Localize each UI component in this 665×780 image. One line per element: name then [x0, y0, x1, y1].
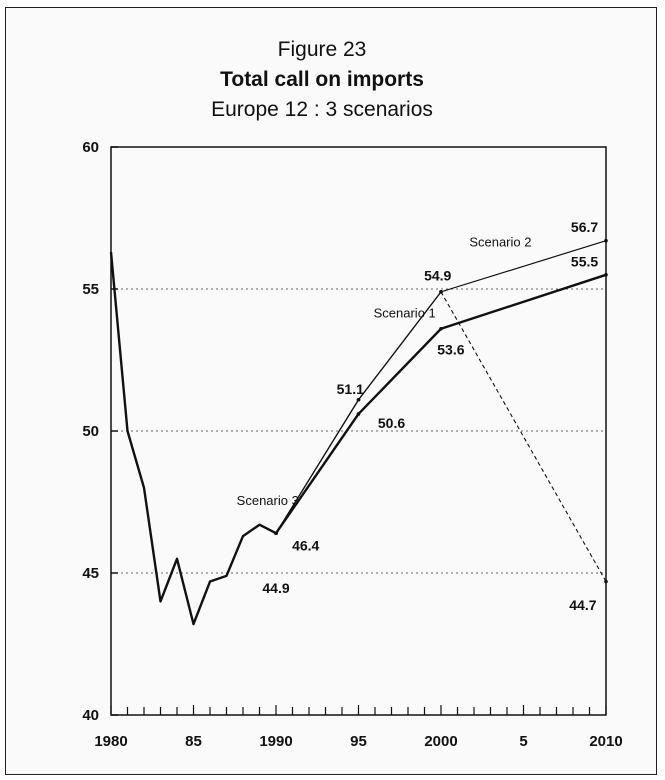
value-label-8: 55.5	[571, 253, 598, 269]
y-tick-label-60: 60	[82, 139, 99, 156]
x-tick-label-2000: 2000	[424, 733, 457, 750]
scenario-2-point-2010	[604, 238, 608, 243]
scenario-1-point-2010	[604, 579, 608, 584]
x-tick-label-2005: 5	[519, 733, 527, 750]
x-tick-label-2010: 2010	[589, 733, 622, 750]
scenario-2-line	[275, 240, 607, 534]
value-label-5: 54.9	[424, 267, 451, 283]
scenario-3-point-2010	[604, 273, 608, 277]
scenario-2-point-2000	[439, 290, 443, 294]
value-label-6: 53.6	[437, 341, 464, 357]
value-label-1: 44.9	[262, 580, 289, 596]
value-label-2: 46.4	[292, 537, 319, 553]
scenario-2-point-1995	[356, 397, 361, 402]
chart-subtitle: Europe 12 : 3 scenarios	[211, 98, 433, 121]
scenario-3-point-2000	[439, 326, 443, 331]
value-label-4: 50.6	[378, 415, 405, 431]
x-tick-label-1980: 1980	[94, 733, 127, 750]
scenario-1-line-dashed	[440, 291, 607, 582]
scenario-3-point-1990	[274, 531, 278, 536]
scenario-3-point-1995	[356, 412, 361, 416]
series-label-1: Scenario 1	[374, 305, 436, 320]
y-tick-label-45: 45	[82, 565, 99, 582]
plot-area: 40 45 50 55 60 1980 85 1990 95 2000 5 2010 Scenario …	[82, 139, 622, 750]
historical-line	[109, 251, 277, 626]
y-tick-label-40: 40	[82, 707, 99, 724]
y-tick-label-50: 50	[82, 423, 99, 440]
series-label-3: Scenario 3	[237, 493, 299, 508]
chart-title: Total call on imports	[220, 68, 424, 91]
x-tick-label-1985: 85	[185, 733, 202, 750]
figure-frame: Figure 23 Total call on imports Europe 1…	[5, 7, 657, 775]
y-tick-label-55: 55	[82, 281, 99, 298]
series-label-2: Scenario 2	[469, 234, 531, 249]
chart: Figure 23 Total call on imports Europe 1…	[82, 38, 622, 750]
figure-label: Figure 23	[278, 38, 367, 61]
value-label-9: 44.7	[569, 597, 596, 613]
scenario-3-line	[275, 273, 607, 534]
value-label-7: 56.7	[571, 219, 598, 235]
x-tick-label-1995: 95	[350, 733, 367, 750]
x-tick-label-1990: 1990	[259, 733, 292, 750]
value-label-3: 51.1	[337, 381, 364, 397]
